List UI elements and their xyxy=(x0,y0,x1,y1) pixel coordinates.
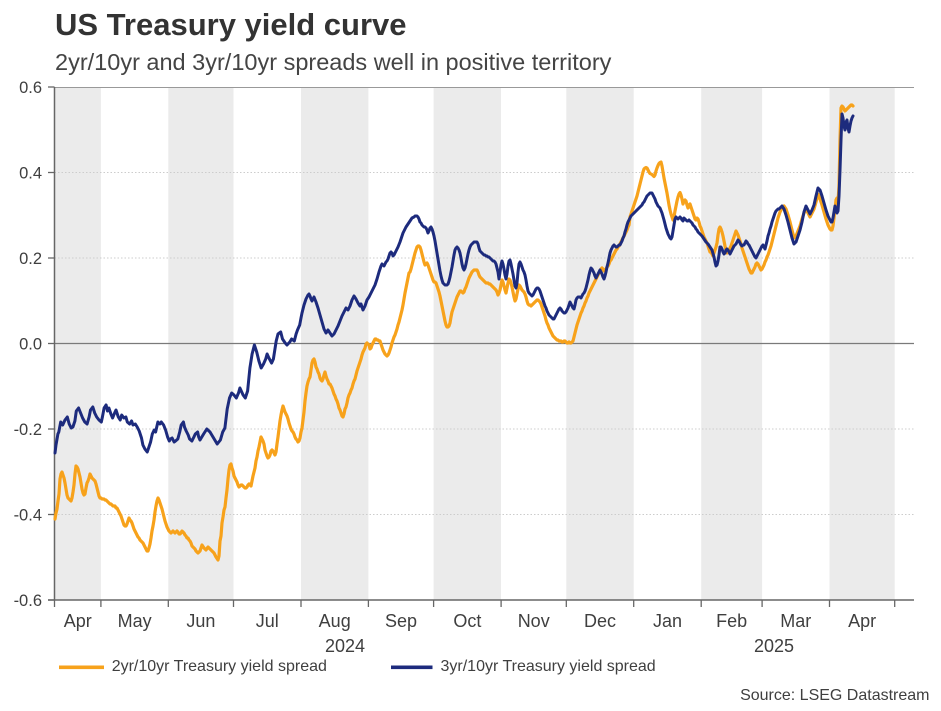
svg-text:2025: 2025 xyxy=(754,636,794,656)
svg-text:Jan: Jan xyxy=(653,611,682,631)
svg-text:0.4: 0.4 xyxy=(19,165,42,183)
svg-text:Sep: Sep xyxy=(385,611,417,631)
svg-text:0.6: 0.6 xyxy=(19,79,42,97)
svg-text:-0.2: -0.2 xyxy=(14,421,42,439)
svg-text:0.0: 0.0 xyxy=(19,336,42,354)
svg-text:-0.6: -0.6 xyxy=(14,592,42,610)
svg-text:Feb: Feb xyxy=(716,611,747,631)
svg-text:US Treasury yield curve: US Treasury yield curve xyxy=(55,7,407,42)
svg-text:2yr/10yr and 3yr/10yr spreads: 2yr/10yr and 3yr/10yr spreads well in po… xyxy=(55,49,612,75)
svg-text:3yr/10yr Treasury yield spread: 3yr/10yr Treasury yield spread xyxy=(441,658,656,675)
svg-text:Nov: Nov xyxy=(518,611,550,631)
svg-text:0.2: 0.2 xyxy=(19,250,42,268)
svg-text:Jun: Jun xyxy=(186,611,215,631)
svg-text:Mar: Mar xyxy=(780,611,811,631)
svg-text:2yr/10yr Treasury yield spread: 2yr/10yr Treasury yield spread xyxy=(112,658,327,675)
svg-text:Source: LSEG Datastream: Source: LSEG Datastream xyxy=(740,687,929,704)
svg-text:Apr: Apr xyxy=(64,611,92,631)
svg-text:-0.4: -0.4 xyxy=(14,507,42,525)
svg-text:Aug: Aug xyxy=(319,611,351,631)
svg-text:May: May xyxy=(118,611,152,631)
svg-text:2024: 2024 xyxy=(325,636,365,656)
svg-text:Dec: Dec xyxy=(584,611,616,631)
svg-text:Jul: Jul xyxy=(256,611,279,631)
svg-text:Oct: Oct xyxy=(453,611,481,631)
svg-text:Apr: Apr xyxy=(848,611,876,631)
